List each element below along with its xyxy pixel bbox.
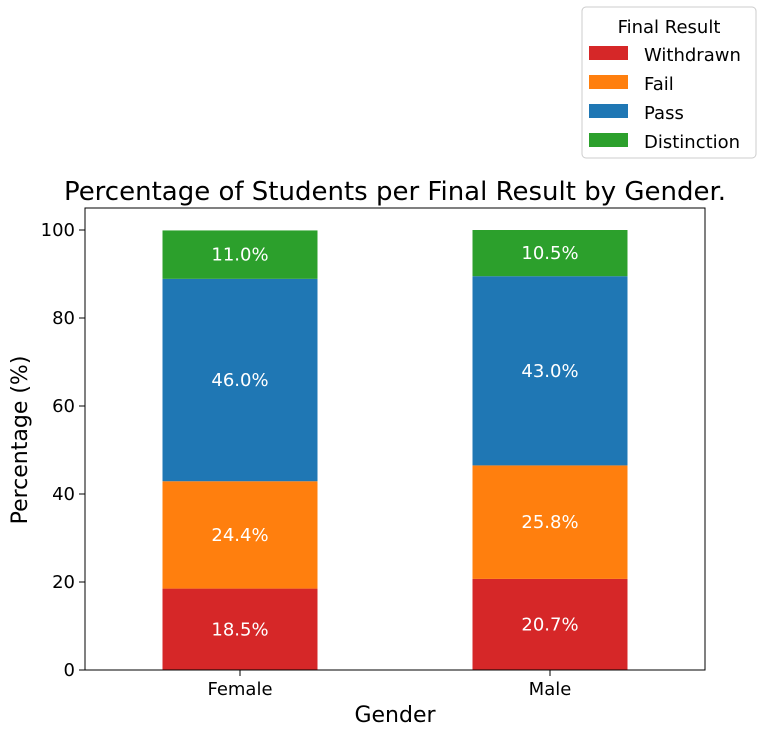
y-tick-label: 20 xyxy=(52,572,75,593)
y-axis-label: Percentage (%) xyxy=(8,356,33,525)
data-label-female-distinction: 11.0% xyxy=(211,245,268,266)
y-tick-label: 40 xyxy=(52,484,75,505)
legend-label-distinction: Distinction xyxy=(644,132,740,153)
x-tick-label-female: Female xyxy=(207,679,272,700)
legend-swatch-fail xyxy=(589,75,628,89)
legend-swatch-pass xyxy=(589,104,628,118)
x-tick-label-male: Male xyxy=(529,679,572,700)
data-label-male-pass: 43.0% xyxy=(521,361,578,382)
bar-female-withdrawn xyxy=(162,588,318,670)
y-tick-label: 100 xyxy=(41,220,75,241)
bar-female-distinction xyxy=(162,230,318,279)
legend-title: Final Result xyxy=(618,17,721,38)
y-axis: 0 20 40 60 80 100 xyxy=(41,220,85,681)
data-label-female-withdrawn: 18.5% xyxy=(211,619,268,640)
data-label-male-withdrawn: 20.7% xyxy=(521,614,578,635)
bar-male-withdrawn xyxy=(472,578,628,670)
x-axis: Female Male xyxy=(207,670,571,700)
y-tick-label: 60 xyxy=(52,396,75,417)
data-label-female-pass: 46.0% xyxy=(211,370,268,391)
y-tick-label: 0 xyxy=(64,660,75,681)
legend-swatch-distinction xyxy=(589,133,628,147)
legend-label-pass: Pass xyxy=(644,103,684,124)
legend-swatch-withdrawn xyxy=(589,46,628,60)
bars-layer: 18.5% 24.4% 46.0% 11.0% 20.7% 25.8% 43.0% 10.5% xyxy=(162,230,628,670)
legend-label-fail: Fail xyxy=(644,74,674,95)
bar-female-pass xyxy=(162,278,318,482)
legend-label-withdrawn: Withdrawn xyxy=(644,45,741,66)
x-axis-label: Gender xyxy=(354,703,436,728)
data-label-female-fail: 24.4% xyxy=(211,525,268,546)
bar-male-fail xyxy=(472,465,628,579)
legend-box xyxy=(581,6,757,159)
bar-male-pass xyxy=(472,276,628,466)
bar-female-fail xyxy=(162,481,318,589)
chart-title: Percentage of Students per Final Result … xyxy=(64,177,726,207)
y-tick-label: 80 xyxy=(52,308,75,329)
legend: Final Result Withdrawn Fail Pass Distinctio… xyxy=(581,6,757,159)
data-label-male-fail: 25.8% xyxy=(521,512,578,533)
bar-male-distinction xyxy=(472,230,628,277)
plot-frame xyxy=(84,207,706,671)
data-label-male-distinction: 10.5% xyxy=(521,243,578,264)
